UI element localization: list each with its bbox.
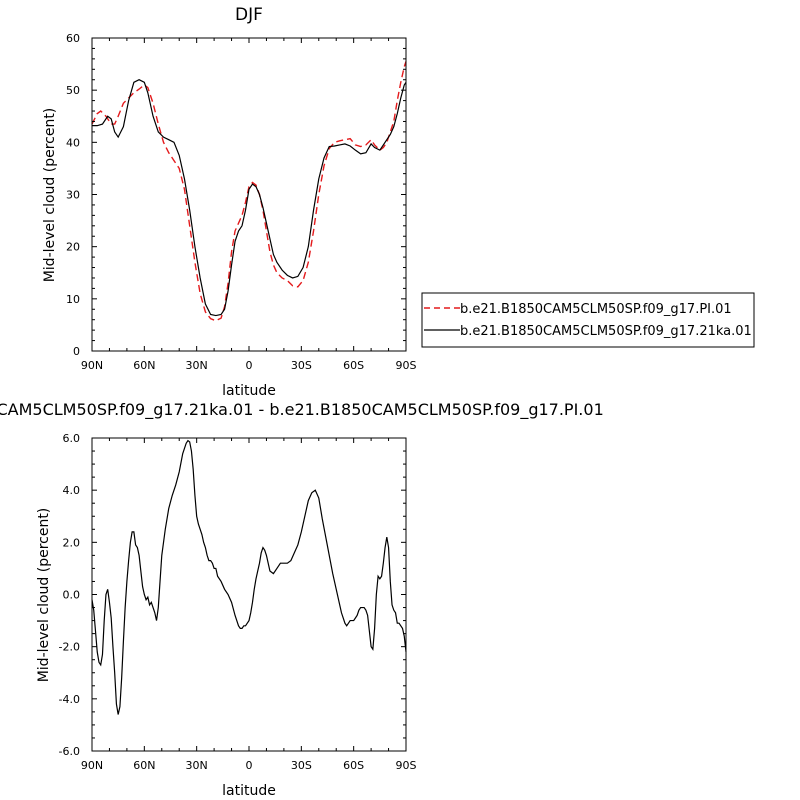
chart-title: b.e21.B1850CAM5CLM50SP.f09_g17.21ka.01 -…: [0, 400, 604, 420]
legend-entry-21ka: b.e21.B1850CAM5CLM50SP.f09_g17.21ka.01: [460, 324, 752, 339]
x-axis-label: latitude: [222, 383, 276, 399]
y-tick-label: 0.0: [63, 589, 81, 602]
x-tick-label: 60N: [133, 359, 155, 372]
x-tick-label: 90N: [81, 359, 103, 372]
difference-chart: b.e21.B1850CAM5CLM50SP.f09_g17.21ka.01 -…: [0, 400, 604, 799]
plot-frame: [91, 437, 407, 752]
y-tick-label: 20: [66, 241, 80, 254]
y-tick-label: -4.0: [59, 693, 80, 706]
y-tick-label: 60: [66, 32, 80, 45]
y-axis-label: Mid-level cloud (percent): [42, 108, 58, 283]
y-tick-label: 2.0: [63, 536, 81, 549]
x-tick-label: 30S: [291, 759, 312, 772]
x-tick-label: 60S: [343, 359, 364, 372]
x-tick-label: 0: [246, 359, 253, 372]
x-tick-label: 90N: [81, 759, 103, 772]
x-tick-label: 30N: [186, 759, 208, 772]
legend: b.e21.B1850CAM5CLM50SP.f09_g17.PI.01 b.e…: [421, 292, 755, 348]
x-tick-label: 0: [246, 759, 253, 772]
y-tick-label: -2.0: [59, 641, 80, 654]
plot-frame: [91, 37, 407, 352]
y-tick-label: 50: [66, 84, 80, 97]
x-tick-label: 30N: [186, 359, 208, 372]
y-tick-label: 10: [66, 293, 80, 306]
x-tick-label: 30S: [291, 359, 312, 372]
y-tick-label: 4.0: [63, 484, 81, 497]
y-tick-label: 0: [73, 345, 80, 358]
y-tick-label: 6.0: [63, 432, 81, 445]
x-tick-label: 90S: [396, 359, 417, 372]
series-line-0: [91, 61, 407, 322]
legend-box: [421, 292, 755, 348]
x-tick-label: 60N: [133, 759, 155, 772]
series-line-1: [92, 79, 407, 317]
y-tick-label: -6.0: [59, 745, 80, 758]
chart-title: DJF: [235, 5, 263, 25]
series-line-0: [91, 439, 407, 715]
x-tick-label: 90S: [396, 759, 417, 772]
y-tick-label: 40: [66, 136, 80, 149]
djf-chart: DJF 90N 60N 30N 0 30S 60S 90S 0 10 20 30 40 50 60 la…: [42, 5, 417, 399]
legend-entry-pi: b.e21.B1850CAM5CLM50SP.f09_g17.PI.01: [460, 302, 732, 317]
x-tick-label: 60S: [343, 759, 364, 772]
y-tick-label: 30: [66, 189, 80, 202]
x-axis-label: latitude: [222, 783, 276, 799]
y-axis-label: Mid-level cloud (percent): [36, 508, 52, 683]
